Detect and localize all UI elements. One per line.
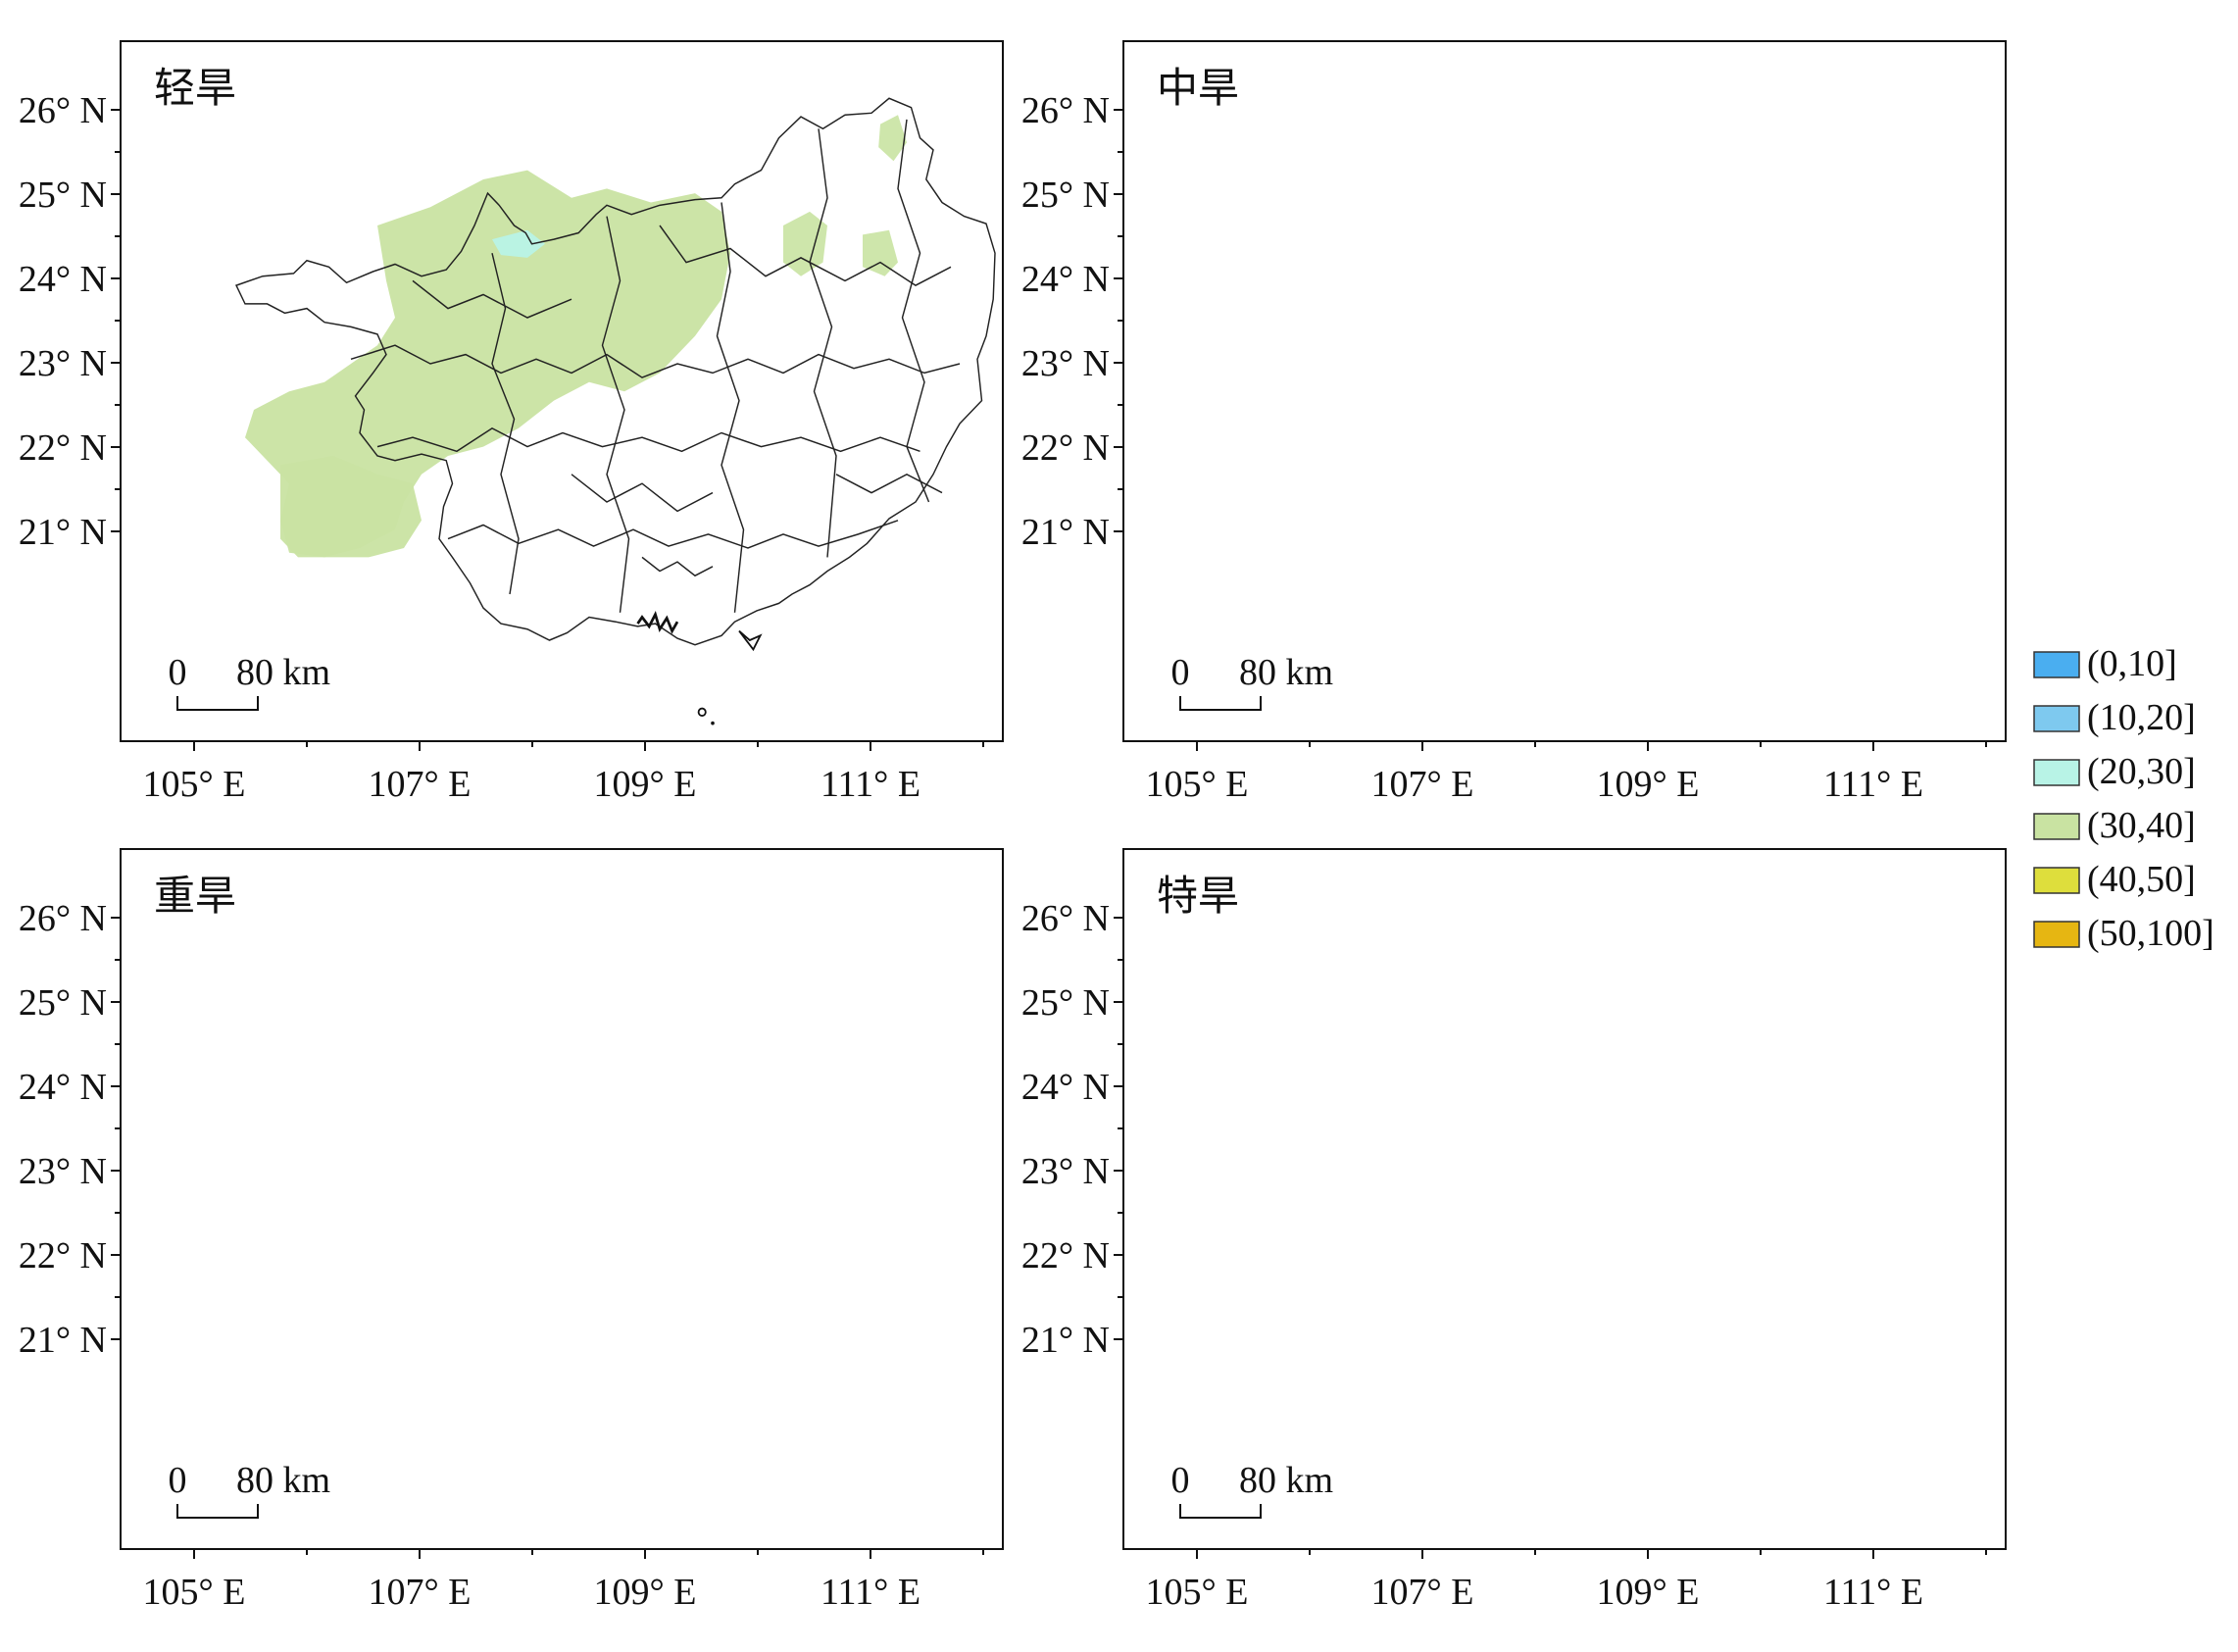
- lat-tick-label: 24° N: [19, 1067, 107, 1108]
- lon-tick-label: 105° E: [143, 764, 246, 805]
- panel-title: 重旱: [154, 872, 236, 920]
- lat-tick-label: 22° N: [1021, 427, 1110, 469]
- lon-tick-label: 111° E: [1823, 764, 1923, 805]
- legend-item: (30,40]: [2033, 805, 2196, 846]
- legend-swatch: [2033, 813, 2080, 840]
- lat-tick-label: 24° N: [1021, 259, 1110, 300]
- lon-tick-label: 111° E: [821, 764, 920, 805]
- lat-tick-label: 23° N: [1021, 1151, 1110, 1192]
- scale-bar-distance: 80 km: [236, 1460, 330, 1501]
- map-panel: 轻旱 26° N 25° N 24° N 23° N 22° N 21° N 105° E 10…: [19, 40, 1004, 805]
- scale-bar-line: [176, 1504, 259, 1519]
- lat-tick-label: 21° N: [1021, 512, 1110, 553]
- legend-swatch: [2033, 759, 2080, 786]
- map-panel: 重旱 26° N 25° N 24° N 23° N 22° N 21° N 105° E 10…: [19, 848, 1004, 1613]
- lon-tick-label: 107° E: [1371, 1572, 1474, 1613]
- scale-bar: 0 80 km: [1171, 1460, 1333, 1519]
- lat-tick-label: 25° N: [1021, 982, 1110, 1024]
- legend: (0,10] (10,20] (20,30] (30,40] (40,50] (50,10…: [2033, 643, 2214, 954]
- scale-bar-distance: 80 km: [1239, 652, 1333, 693]
- lat-tick-label: 22° N: [19, 427, 107, 469]
- lon-tick-label: 107° E: [1371, 764, 1474, 805]
- legend-swatch: [2033, 921, 2080, 948]
- lon-tick-label: 109° E: [1597, 1572, 1700, 1613]
- legend-item: (10,20]: [2033, 697, 2196, 738]
- panel-title: 特旱: [1157, 872, 1239, 920]
- scale-bar: 0 80 km: [169, 1460, 330, 1519]
- lat-tick-label: 23° N: [19, 1151, 107, 1192]
- lat-tick-label: 21° N: [1021, 1320, 1110, 1361]
- lon-tick-label: 105° E: [143, 1572, 246, 1613]
- lon-tick-label: 107° E: [369, 764, 472, 805]
- scale-bar: 0 80 km: [1171, 652, 1333, 711]
- drought-area: [783, 211, 827, 276]
- scale-bar-line: [1179, 1504, 1262, 1519]
- scale-bar-distance: 80 km: [1239, 1460, 1333, 1501]
- lon-tick-label: 109° E: [594, 764, 697, 805]
- panel-title: 中旱: [1157, 64, 1239, 112]
- lat-tick-label: 26° N: [19, 898, 107, 939]
- lat-tick-label: 26° N: [19, 90, 107, 131]
- lat-tick-label: 25° N: [19, 982, 107, 1024]
- lon-tick-label: 105° E: [1146, 1572, 1249, 1613]
- map-frame: [1122, 40, 2007, 742]
- lon-tick-label: 105° E: [1146, 764, 1249, 805]
- lon-tick-label: 111° E: [821, 1572, 920, 1613]
- legend-swatch: [2033, 867, 2080, 894]
- map-frame: [1122, 848, 2007, 1550]
- lat-tick-label: 23° N: [19, 343, 107, 384]
- map-frame: [120, 848, 1004, 1550]
- legend-label: (0,10]: [2087, 643, 2177, 684]
- lat-tick-label: 26° N: [1021, 90, 1110, 131]
- legend-label: (10,20]: [2087, 697, 2196, 738]
- legend-item: (50,100]: [2033, 913, 2214, 954]
- lat-tick-label: 25° N: [19, 175, 107, 216]
- lon-tick-label: 111° E: [1823, 1572, 1923, 1613]
- legend-swatch: [2033, 651, 2080, 678]
- lat-tick-label: 21° N: [19, 1320, 107, 1361]
- legend-label: (40,50]: [2087, 859, 2196, 900]
- drought-area: [878, 115, 908, 162]
- lon-tick-label: 109° E: [1597, 764, 1700, 805]
- legend-item: (20,30]: [2033, 751, 2196, 792]
- scale-bar-line: [176, 696, 259, 711]
- lat-tick-label: 24° N: [1021, 1067, 1110, 1108]
- lat-tick-label: 23° N: [1021, 343, 1110, 384]
- lon-tick-label: 109° E: [594, 1572, 697, 1613]
- legend-label: (20,30]: [2087, 751, 2196, 792]
- legend-swatch: [2033, 705, 2080, 732]
- scale-bar-distance: 80 km: [236, 652, 330, 693]
- drought-area-accent: [492, 229, 545, 258]
- legend-label: (30,40]: [2087, 805, 2196, 846]
- drought-area: [280, 456, 422, 558]
- panel-title: 轻旱: [154, 64, 236, 112]
- map-content: [235, 97, 996, 726]
- map-panel: 中旱 26° N 25° N 24° N 23° N 22° N 21° N 105° E 10…: [1021, 40, 2007, 805]
- panels-layer: 轻旱 26° N 25° N 24° N 23° N 22° N 21° N 105° E 10…: [19, 40, 2007, 1613]
- legend-item: (0,10]: [2033, 643, 2177, 684]
- lat-tick-label: 22° N: [19, 1235, 107, 1277]
- map-panel: 特旱 26° N 25° N 24° N 23° N 22° N 21° N 105° E 10…: [1021, 848, 2007, 1613]
- legend-label: (50,100]: [2087, 913, 2214, 954]
- lat-tick-label: 26° N: [1021, 898, 1110, 939]
- scale-bar-zero: 0: [169, 652, 187, 693]
- scale-bar-zero: 0: [1171, 652, 1190, 693]
- lat-tick-label: 25° N: [1021, 175, 1110, 216]
- lat-tick-label: 22° N: [1021, 1235, 1110, 1277]
- drought-area: [245, 170, 730, 558]
- scale-bar-zero: 0: [1171, 1460, 1190, 1501]
- scale-bar-zero: 0: [169, 1460, 187, 1501]
- drought-area: [863, 229, 899, 276]
- lat-tick-label: 21° N: [19, 512, 107, 553]
- scale-bar: 0 80 km: [169, 652, 330, 711]
- scale-bar-line: [1179, 696, 1262, 711]
- lon-tick-label: 107° E: [369, 1572, 472, 1613]
- legend-item: (40,50]: [2033, 859, 2196, 900]
- lat-tick-label: 24° N: [19, 259, 107, 300]
